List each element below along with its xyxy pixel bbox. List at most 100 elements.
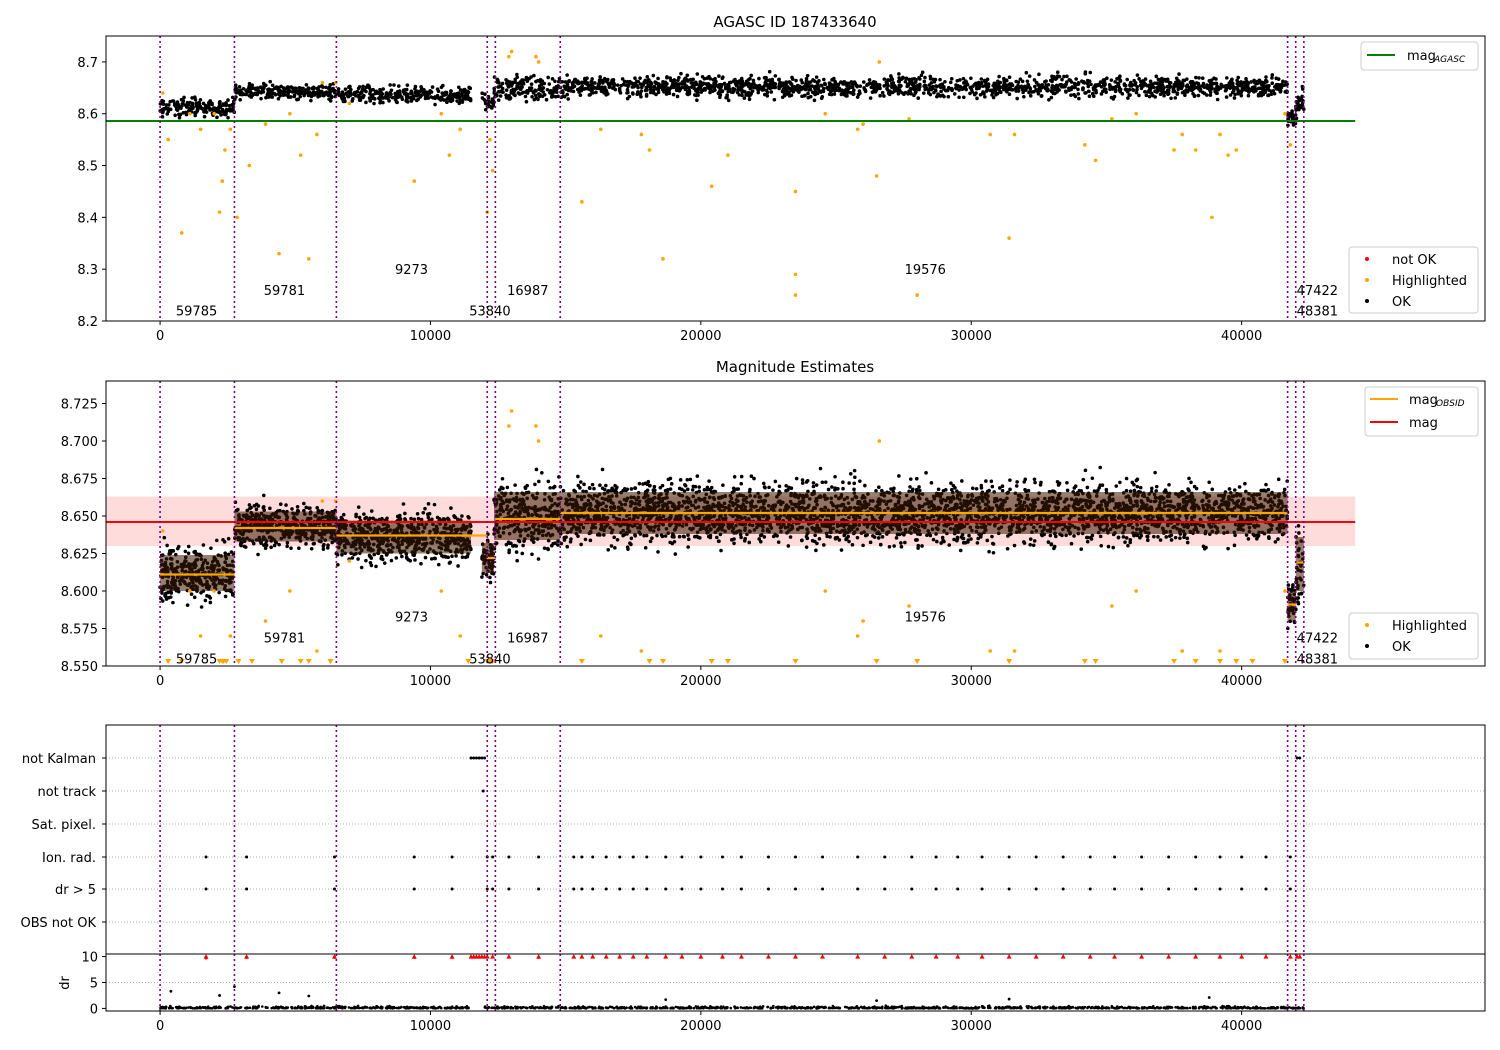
ok-point [570, 81, 575, 85]
ok-point [707, 86, 711, 91]
ok-point [690, 81, 695, 85]
ok-point [254, 86, 259, 91]
ok-point [175, 105, 179, 110]
ok-point [878, 93, 882, 98]
ok-point [854, 83, 859, 88]
ok-point [629, 81, 633, 85]
ok-point [1036, 91, 1041, 96]
highlighted-point [490, 168, 495, 173]
ok-point [504, 542, 509, 547]
ok-point [1231, 83, 1235, 88]
ok-point [597, 78, 602, 83]
ok-point [665, 75, 669, 80]
ok-point [226, 115, 230, 120]
obsid-label: 19576 [905, 263, 946, 278]
ok-point [724, 95, 728, 100]
ok-point [708, 76, 713, 81]
ok-point [279, 84, 283, 89]
ok-point [202, 108, 206, 112]
ok-point [198, 105, 203, 109]
ok-point [536, 97, 540, 102]
ok-point [1062, 74, 1066, 79]
ok-point [356, 505, 361, 509]
ok-point [1089, 82, 1093, 87]
ok-point [173, 113, 177, 118]
panel-agasc-y-tick-label: 8.5 [77, 160, 98, 175]
ok-point [284, 503, 288, 507]
ok-point [1060, 77, 1064, 82]
ok-point [1086, 84, 1091, 89]
ok-point [422, 87, 426, 92]
ok-point [647, 83, 651, 88]
obsid-label: 47422 [1297, 284, 1338, 299]
ok-point [1016, 80, 1021, 84]
ok-point [1155, 86, 1160, 90]
ok-point [636, 90, 640, 94]
ok-point [1065, 480, 1069, 485]
ok-point [237, 84, 242, 89]
ok-point [1178, 83, 1183, 87]
ok-point [404, 94, 409, 99]
ok-point [415, 511, 420, 516]
ok-point [931, 86, 935, 91]
highlighted-point [988, 132, 992, 137]
ok-point [1093, 85, 1098, 89]
ok-point [729, 90, 734, 94]
ok-point [268, 88, 273, 92]
ok-point [1246, 86, 1251, 91]
highlighted-point [1210, 215, 1214, 220]
ok-point [694, 89, 698, 93]
ok-point [1270, 76, 1274, 80]
ok-point [263, 546, 268, 551]
ok-point [505, 485, 510, 490]
ok-point [736, 80, 740, 85]
ok-point [633, 76, 637, 80]
ok-point [272, 543, 277, 548]
ok-point [394, 556, 399, 560]
ok-point [769, 90, 774, 94]
ok-point [1022, 94, 1026, 99]
ok-point [534, 467, 539, 472]
ok-point [990, 93, 994, 97]
ok-point [1144, 93, 1149, 98]
legend-point-swatch [1365, 278, 1369, 282]
ok-point [1033, 84, 1037, 89]
ok-point [203, 598, 208, 603]
ok-point [554, 85, 559, 89]
ok-point [537, 87, 541, 92]
ok-point [261, 493, 266, 498]
ok-point [367, 96, 372, 100]
ok-point [186, 544, 191, 549]
ok-point [361, 84, 365, 89]
ok-point [1043, 85, 1048, 89]
ok-point [304, 505, 309, 510]
ok-point [326, 546, 330, 550]
ok-point [542, 546, 547, 550]
ok-point [983, 95, 987, 99]
ok-point [921, 91, 926, 95]
ok-point [890, 83, 894, 88]
ok-point [444, 92, 449, 96]
ok-point [1115, 77, 1119, 81]
ok-point [833, 81, 838, 86]
ok-point [1003, 88, 1008, 92]
ok-point [163, 594, 168, 599]
ok-point [897, 474, 901, 478]
ok-point [250, 83, 254, 87]
ok-point [633, 81, 638, 86]
ok-point [268, 79, 272, 84]
highlighted-point [1134, 111, 1138, 116]
ok-point [1263, 88, 1268, 93]
ok-point [915, 85, 919, 89]
ok-point [874, 82, 879, 87]
ok-point [928, 77, 933, 81]
ok-point [1215, 97, 1220, 102]
ok-point [898, 89, 902, 93]
ok-point [771, 83, 775, 87]
ok-point [1249, 80, 1253, 84]
ok-point [221, 109, 226, 114]
ok-point [918, 488, 922, 493]
ok-point [210, 102, 214, 107]
ok-point [1072, 85, 1077, 90]
ok-point [656, 76, 660, 81]
